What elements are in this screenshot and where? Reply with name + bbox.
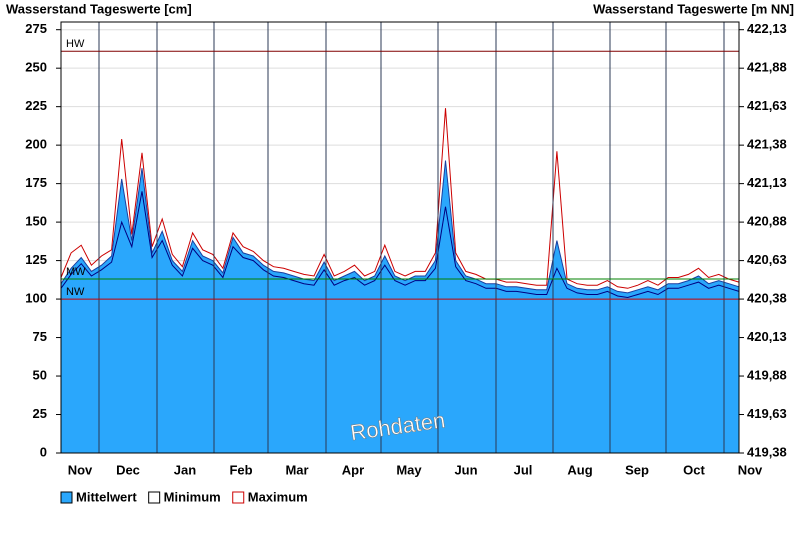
- legend-swatch: [232, 491, 245, 504]
- reference-label: NW: [66, 286, 85, 298]
- reference-label: HW: [66, 38, 85, 50]
- x-tick-label: Aug: [567, 462, 592, 477]
- legend-label: Mittelwert: [76, 489, 137, 504]
- y2-tick-label: 422,13: [747, 21, 787, 36]
- x-tick-label: Nov: [68, 462, 93, 477]
- y2-title: Wasserstand Tageswerte [m NN]: [593, 1, 794, 16]
- legend-swatch: [148, 491, 161, 504]
- line: [60, 108, 740, 289]
- legend-swatch: [60, 491, 73, 504]
- y-tick-label: 0: [40, 444, 47, 459]
- y2-tick-label: 419,88: [747, 367, 787, 382]
- y2-tick-label: 421,88: [747, 60, 787, 75]
- legend-label: Minimum: [164, 489, 221, 504]
- y2-tick-label: 421,63: [747, 98, 787, 113]
- y2-tick-label: 420,13: [747, 329, 787, 344]
- x-tick-label: Oct: [683, 462, 705, 477]
- y2-tick-label: 419,38: [747, 444, 787, 459]
- line: [60, 160, 740, 294]
- y2-tick-label: 419,63: [747, 406, 787, 421]
- y2-tick-label: 421,13: [747, 175, 787, 190]
- y2-tick-label: 420,63: [747, 252, 787, 267]
- y2-tick-label: 420,38: [747, 291, 787, 306]
- x-tick-label: Sep: [625, 462, 649, 477]
- reference-label: MW: [66, 266, 86, 278]
- x-tick-label: Jul: [514, 462, 533, 477]
- y-tick-label: 125: [25, 252, 47, 267]
- line: [60, 191, 740, 299]
- chart-title: Wasserstand Tageswerte [cm]: [6, 1, 192, 16]
- legend-label: Maximum: [248, 489, 308, 504]
- y-tick-label: 50: [33, 367, 47, 382]
- y-tick-label: 100: [25, 291, 47, 306]
- x-tick-label: Apr: [342, 462, 364, 477]
- plot-frame: [60, 21, 740, 454]
- y-tick-label: 75: [33, 329, 47, 344]
- y-tick-label: 200: [25, 137, 47, 152]
- y2-tick-label: 420,88: [747, 214, 787, 229]
- x-tick-label: May: [396, 462, 422, 477]
- y-tick-label: 225: [25, 98, 47, 113]
- x-tick-label: Mar: [285, 462, 308, 477]
- y-tick-label: 150: [25, 214, 47, 229]
- x-tick-label: Dec: [116, 462, 140, 477]
- y2-tick-label: 421,38: [747, 137, 787, 152]
- x-tick-label: Jun: [454, 462, 477, 477]
- x-tick-label: Feb: [229, 462, 252, 477]
- y-tick-label: 275: [25, 21, 47, 36]
- x-tick-label: Nov: [738, 462, 763, 477]
- area: [61, 160, 739, 453]
- y-tick-label: 25: [33, 406, 47, 421]
- y-tick-label: 175: [25, 175, 47, 190]
- y-tick-label: 250: [25, 60, 47, 75]
- x-tick-label: Jan: [174, 462, 196, 477]
